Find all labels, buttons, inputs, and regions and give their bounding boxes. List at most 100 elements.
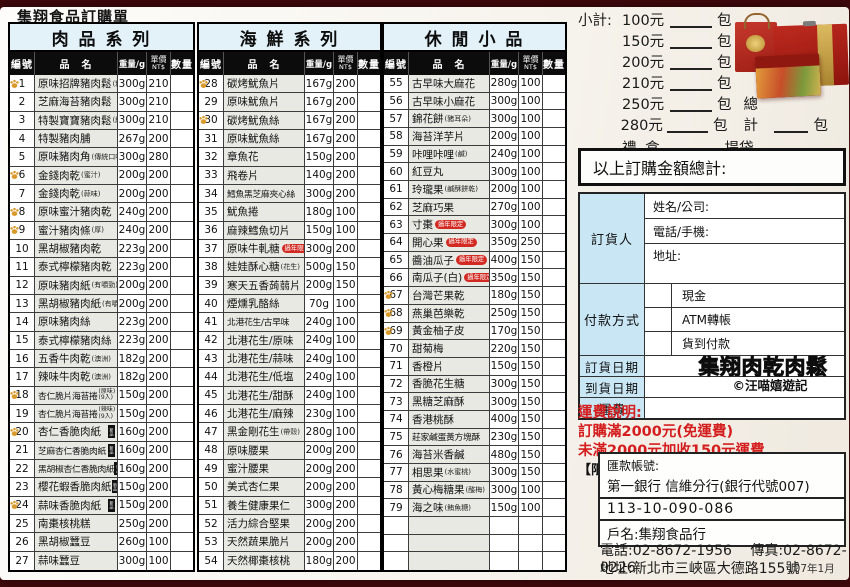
table-row: 59 咔哩咔哩 (鹹) 240g 100 [384,145,565,164]
table-row [384,516,565,535]
item-no: 62 [389,201,403,214]
item-number-cell: 62 [384,198,409,216]
item-name-cell [409,552,490,570]
item-name: 相思果 [412,466,444,479]
table-row: 10 黑胡椒豬肉乾 223g 200 [10,240,193,259]
item-qty-box [358,460,380,478]
item-number-cell: 1 [10,75,35,93]
item-weight-cell: 200g [305,460,334,478]
item-name-cell: 辣味牛肉乾 (澳洲) [35,368,118,386]
item-qty-box [358,405,380,423]
item-number-cell: 65 [384,251,409,269]
phone-field: 電話/手機: [645,219,844,244]
item-price-cell: 150 [519,393,543,410]
item-no: 4 [18,132,26,145]
item-number-cell: 31 [199,130,224,148]
item-name-cell: 原味魷魚絲 [224,130,305,148]
item-number-cell: 9 [10,221,35,239]
table-row: 21 芝麻杏仁香脆肉紙 新品 160g 200 [10,441,193,460]
item-qty-box [171,313,193,331]
order-total-box: 以上訂購金額總計: [578,148,846,186]
item-weight-cell: 300g [490,216,519,234]
item-number-cell: 8 [10,203,35,221]
item-weight-cell: 300g [118,111,147,129]
grand-total-label: 總計 [743,97,758,134]
table-row: 75 莊家鹹蛋黃方塊酥 230g 150 [384,428,565,447]
item-qty-box [543,92,565,110]
item-number-cell: 79 [384,499,409,516]
cny-limited-badge: 過年限定 [456,255,488,265]
item-qty-box [543,516,565,534]
item-note: (厚) [91,226,104,235]
item-name-cell: 北港花生/古早味 [224,313,305,331]
table-row: 72 香脆花生糖 300g 150 [384,375,565,394]
table-row: 24 蒜味香脆肉紙 新品 150g 200 [10,496,193,515]
item-qty-box [171,551,193,570]
item-price-cell: 100 [519,128,543,145]
item-weight-cell: 267g [118,130,147,148]
item-number-cell: 35 [199,203,224,221]
item-price-cell: 200 [147,130,171,148]
fill-in-blank [773,118,809,133]
orderer-label: 訂貨人 [580,194,645,283]
item-price-cell: 200 [147,368,171,386]
item-weight-cell: 200g [305,441,334,459]
item-note: (澳洲) [91,372,111,381]
item-no: 64 [389,236,403,249]
item-number-cell: 15 [10,331,35,349]
item-number-cell: 43 [199,350,224,368]
item-number-cell: 42 [199,331,224,349]
table-row: 6 金錢肉乾 (蜜汁) 200g 200 [10,166,193,185]
item-name: 黑胡椒豬肉紙 [38,298,101,311]
shipping-fee-row: 運費 [580,398,844,418]
item-name: 寒天五香蒟蒻片 [227,279,301,292]
table-row: 11 泰式檸檬豬肉乾 223g 200 [10,258,193,277]
subtotal-row: 280元包總計包 [578,97,828,135]
table-rows: 28 碳烤魷魚片 167g 200 29 原味魷魚片 167g 200 30 碳烤魷魚絲 167g 2… [199,75,380,570]
item-no: 58 [389,130,403,143]
table-row: 48 原味腰果 200g 200 [199,441,380,460]
item-number-cell: 40 [199,295,224,313]
item-number-cell: 74 [384,410,409,428]
item-qty-box [171,460,193,478]
item-weight-cell: 350g [490,234,519,251]
subtotal-price: 280元 [620,118,663,134]
item-number-cell: 61 [384,181,409,198]
item-no: 52 [204,517,218,530]
item-name-cell: 南瓜子(白) 過年限定 [409,269,490,287]
col-price-top: 單價 [150,54,167,64]
item-name-cell: 寒天五香蒟蒻片 [224,276,305,294]
item-weight-cell: 220g [490,340,519,357]
col-price: 單價 NT$ [147,52,171,75]
item-no: 36 [204,224,218,237]
subtotal-price: 150元 [622,34,665,50]
item-no: 71 [389,360,403,373]
item-no: 34 [204,187,218,200]
item-price-cell: 150 [519,304,543,322]
col-no: 編號 [199,52,224,75]
item-qty-box [171,75,193,93]
form-version-date: 107年1月 [787,563,835,575]
item-no: 67 [389,289,403,302]
item-name-cell: 蒜味香脆肉紙 新品 [35,496,118,514]
item-weight-cell: 300g [490,375,519,393]
item-qty-box [358,496,380,514]
item-name-cell: 古早味小麻花 [409,92,490,110]
item-name-cell: 原味蜜汁豬肉乾 [35,203,118,221]
item-price-cell: 100 [334,295,358,313]
item-weight-cell: 160g [118,423,147,441]
item-qty-box [543,304,565,322]
item-name-cell: 芝麻海苔豬肉鬆 [35,93,118,111]
table-row: 25 南棗核桃糕 250g 200 [10,515,193,534]
item-name: 芝麻巧果 [412,201,454,214]
item-name: 寸棗 [412,219,433,232]
item-no: 60 [389,165,403,178]
col-weight: 重量/g [118,52,147,75]
col-price: 單價 NT$ [334,52,358,75]
subtotal-row: 150元 包 [578,30,828,51]
item-number-cell: 77 [384,463,409,481]
item-weight-cell: 160g [118,441,147,459]
item-qty-box [358,130,380,148]
item-name-cell: 麻辣鱈魚切片 [224,221,305,239]
item-qty-box [171,478,193,496]
